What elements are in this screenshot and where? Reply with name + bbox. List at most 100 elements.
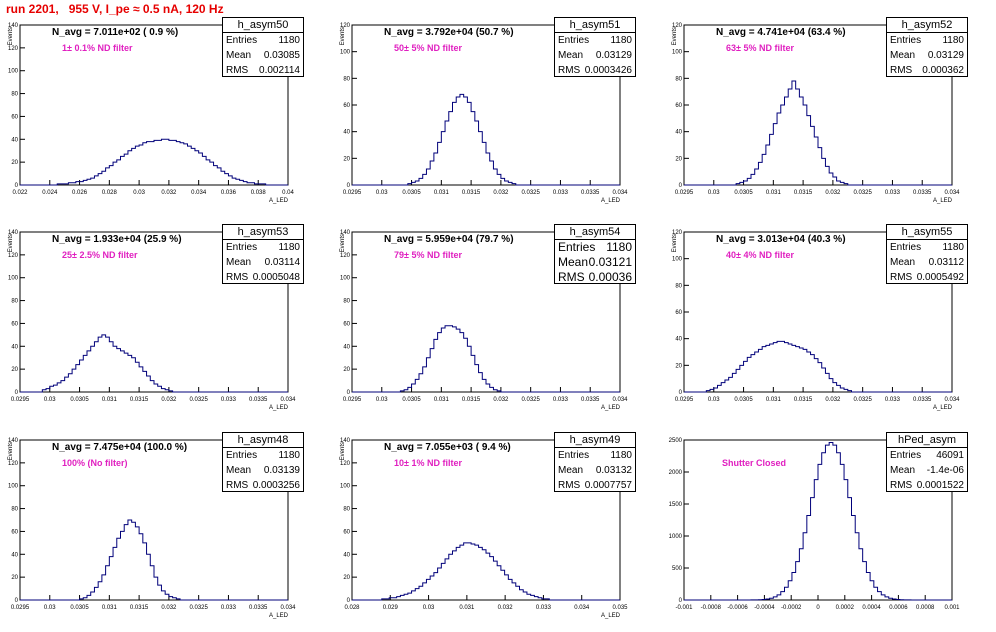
histogram-line <box>352 325 620 393</box>
y-tick-label: 20 <box>343 367 350 373</box>
x-tick-label: 0.0335 <box>249 605 268 611</box>
stats-row: Entries 1180 <box>887 33 967 48</box>
x-tick-label: 0.031 <box>434 190 450 196</box>
x-tick-label: 0.034 <box>944 190 960 196</box>
stats-row-value: 1180 <box>610 35 632 46</box>
stats-row-value: 0.0003256 <box>252 480 300 491</box>
histogram-svg: 0.0295 0.03 0.0305 0.031 0.0315 0.032 0.0325 0.… <box>8 230 296 411</box>
histogram-line <box>20 138 288 186</box>
x-tick-label: 0.0295 <box>11 397 30 403</box>
y-tick-label: 80 <box>11 507 18 513</box>
x-tick-label: 0.034 <box>944 397 960 403</box>
stats-row-value: 0.0005492 <box>916 272 964 283</box>
filter-label: 25± 2.5% ND filter <box>62 250 138 260</box>
navg-label: N_avg = 3.792e+04 (50.7 %) <box>384 27 514 38</box>
x-tick-label: 0.033 <box>221 605 237 611</box>
y-tick-label: 140 <box>8 438 19 444</box>
y-tick-label: 40 <box>675 337 682 343</box>
y-tick-label: 60 <box>675 103 682 109</box>
x-tick-label: 0.03 <box>376 190 388 196</box>
stats-row-label: Entries <box>226 242 258 253</box>
stats-box: h_asym50 Entries 1180 Mean 0.03085 RMS 0.00211… <box>222 17 304 77</box>
x-tick-label: 0.0325 <box>853 190 872 196</box>
filter-label: 40± 4% ND filter <box>726 250 794 260</box>
x-tick-label: 0.0315 <box>130 605 149 611</box>
x-tick-label: 0.03 <box>708 397 720 403</box>
x-tick-label: 0.03 <box>423 605 435 611</box>
stats-row-label: Entries <box>890 450 922 461</box>
y-tick-label: 60 <box>343 103 350 109</box>
stats-box: h_asym52 Entries 1180 Mean 0.03129 RMS 0.00036… <box>886 17 968 77</box>
plot-frame <box>19 24 289 186</box>
stats-row-value: 0.002114 <box>259 65 300 76</box>
stats-title: h_asym53 <box>223 225 303 240</box>
histogram-panel: 0.0295 0.03 0.0305 0.031 0.0315 0.032 0.0325 0.… <box>332 220 652 424</box>
x-tick-label: 0.0305 <box>70 397 89 403</box>
y-tick-label: 20 <box>675 156 682 162</box>
navg-label: N_avg = 3.013e+04 (40.3 %) <box>716 234 846 245</box>
plot-frame <box>351 231 621 393</box>
x-tick-label: 0.0335 <box>913 190 932 196</box>
x-tick-label: 0.03 <box>44 605 56 611</box>
stats-row-label: RMS <box>558 480 581 491</box>
stats-row: Entries 1180 <box>223 33 303 48</box>
y-tick-label: 0 <box>15 598 19 604</box>
navg-label: N_avg = 5.959e+04 (79.7 %) <box>384 234 514 245</box>
x-tick-label: 0.033 <box>221 397 237 403</box>
stats-row-value: 1180 <box>610 450 632 461</box>
stats-row: Mean -1.4e-06 <box>887 463 967 478</box>
y-axis-title: Events <box>8 234 14 252</box>
stats-row-label: Mean <box>890 465 916 476</box>
y-tick-label: 140 <box>340 438 351 444</box>
filter-label: 63± 5% ND filter <box>726 43 794 53</box>
histogram-panel: 0.022 0.024 0.026 0.028 0.03 0.032 0.034 0.036 0… <box>0 13 320 217</box>
stats-row-label: RMS <box>890 480 913 491</box>
stats-row-label: Entries <box>890 242 922 253</box>
stats-row-value: 46091 <box>936 450 964 461</box>
x-tick-label: 0.034 <box>191 190 207 196</box>
x-tick-label: 0.032 <box>493 397 509 403</box>
x-tick-label: 0.033 <box>536 605 552 611</box>
x-tick-label: 0.033 <box>885 190 901 196</box>
stats-row-value: 0.0007757 <box>584 480 632 491</box>
y-tick-label: 60 <box>11 529 18 535</box>
stats-row: RMS 0.002114 <box>223 63 303 78</box>
y-tick-label: 100 <box>340 276 351 282</box>
x-tick-label: 0.0295 <box>343 190 362 196</box>
y-tick-label: 1500 <box>669 502 683 508</box>
y-tick-label: 80 <box>343 76 350 82</box>
x-tick-label: -0.0006 <box>727 605 748 611</box>
x-tick-label: 0.04 <box>282 190 294 196</box>
x-tick-label: -0.0002 <box>781 605 802 611</box>
stats-row-label: RMS <box>226 65 249 76</box>
histogram-line <box>20 334 288 393</box>
y-tick-label: 40 <box>11 137 18 143</box>
y-tick-label: 40 <box>343 552 350 558</box>
x-tick-label: 0.031 <box>102 605 118 611</box>
x-tick-label: 0.03 <box>376 397 388 403</box>
histogram-svg: -0.001 -0.0008 -0.0006 -0.0004 -0.0002 0 0.000… <box>669 438 961 611</box>
histogram-line <box>684 80 952 186</box>
y-axis-title: Events <box>340 442 346 460</box>
histogram-svg: 0.0295 0.03 0.0305 0.031 0.0315 0.032 0.0325 0.… <box>340 23 628 204</box>
x-tick-label: 0.0008 <box>916 605 935 611</box>
y-tick-label: 100 <box>8 276 19 282</box>
stats-row-value: 0.03121 <box>588 255 632 269</box>
stats-row: Mean 0.03139 <box>223 463 303 478</box>
stats-box: h_asym53 Entries 1180 Mean 0.03114 RMS 0.00050… <box>222 224 304 284</box>
x-tick-label: 0.0335 <box>913 397 932 403</box>
stats-row-label: Mean <box>890 50 916 61</box>
x-tick-label: 0.034 <box>612 190 628 196</box>
navg-label: N_avg = 7.011e+02 ( 0.9 %) <box>52 27 179 38</box>
x-tick-label: 0.022 <box>12 190 28 196</box>
stats-title: h_asym49 <box>555 433 635 448</box>
x-tick-label: 0.0325 <box>189 605 208 611</box>
x-axis-title: A_LED <box>601 613 621 619</box>
x-tick-label: 0.03 <box>133 190 145 196</box>
y-tick-label: 100 <box>672 257 683 263</box>
histogram-svg: 0.022 0.024 0.026 0.028 0.03 0.032 0.034 0.036 0… <box>8 23 295 204</box>
x-axis-title: A_LED <box>269 198 289 204</box>
stats-row-value: 0.03112 <box>928 257 964 268</box>
stats-row-label: RMS <box>558 270 585 284</box>
x-tick-label: 0.038 <box>251 190 267 196</box>
